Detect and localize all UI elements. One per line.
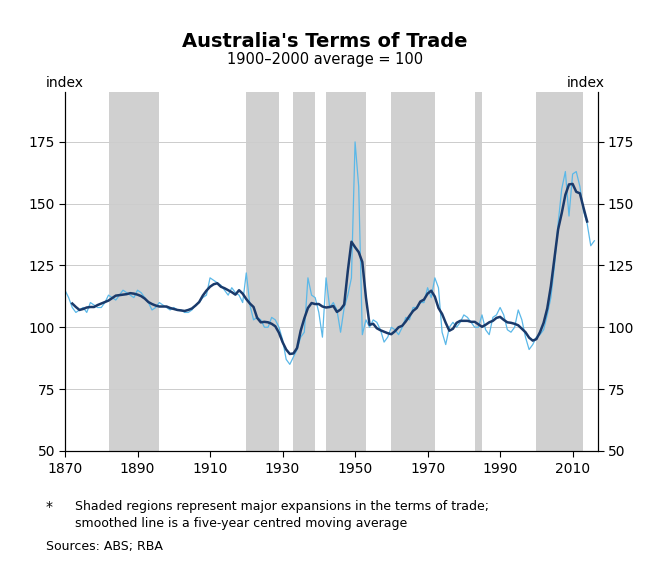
Bar [391,92,435,451]
Bar [293,92,315,451]
Text: index: index [46,76,83,90]
Bar [246,92,279,451]
Bar [474,92,482,451]
Text: Sources: ABS; RBA: Sources: ABS; RBA [46,540,162,553]
Text: Australia's Terms of Trade: Australia's Terms of Trade [182,32,468,51]
Bar [536,92,584,451]
Text: 1900–2000 average = 100: 1900–2000 average = 100 [227,52,423,67]
Bar [326,92,366,451]
Text: smoothed line is a five-year centred moving average: smoothed line is a five-year centred mov… [75,517,407,530]
Text: index: index [567,76,604,90]
Text: Shaded regions represent major expansions in the terms of trade;: Shaded regions represent major expansion… [75,500,489,513]
Bar [109,92,159,451]
Text: *: * [46,500,53,514]
